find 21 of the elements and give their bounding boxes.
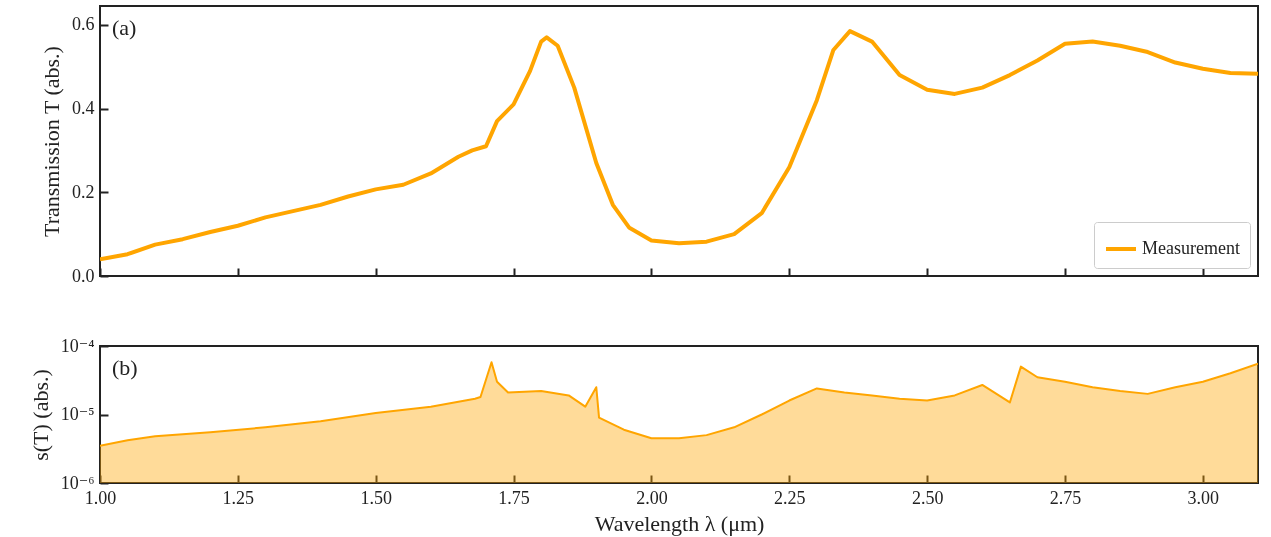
y-tick-label: 10⁻⁵: [60, 404, 95, 424]
y-tick-label: 0.0: [72, 265, 95, 286]
y-axis-title: Transmission T (abs.): [39, 46, 64, 237]
y-tick-label: 0.2: [72, 181, 95, 202]
x-tick-label: 2.25: [774, 487, 806, 508]
x-tick-label: 1.75: [498, 487, 530, 508]
x-tick-label: 2.50: [911, 487, 944, 508]
x-tick-label: 1.25: [222, 487, 255, 508]
x-axis-title: Wavelength λ (μm): [594, 510, 765, 536]
y-tick-label: 0.6: [72, 14, 95, 35]
annotation: (b): [112, 355, 138, 380]
x-tick-label: 1.00: [84, 487, 117, 508]
x-tick-label: 2.75: [1049, 487, 1082, 508]
y-axis-title: s(T) (abs.): [27, 369, 53, 461]
y-tick-label: 0.4: [72, 98, 95, 119]
x-tick-label: 1.50: [360, 487, 392, 508]
x-tick-label: 3.00: [1187, 487, 1220, 508]
x-tick-label: 2.00: [636, 487, 668, 508]
y-tick-label: 10⁻⁴: [60, 335, 95, 356]
annotation: (a): [112, 15, 137, 40]
legend-label: Measurement: [1142, 238, 1240, 258]
